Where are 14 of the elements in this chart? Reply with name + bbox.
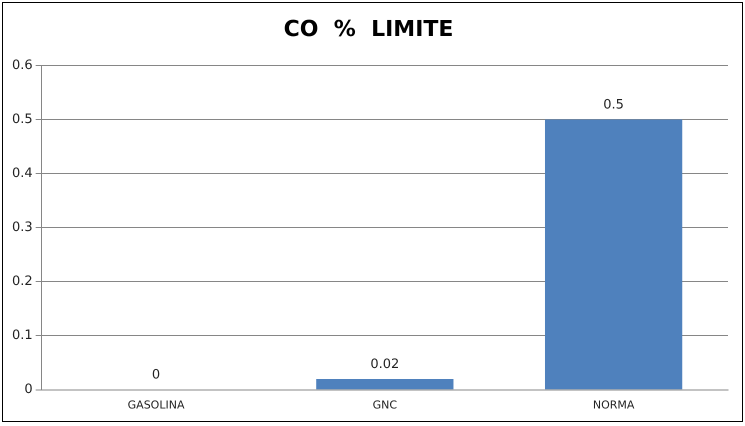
y-tick-label: 0.3	[12, 220, 33, 235]
data-label: 0.02	[370, 356, 400, 372]
y-tick-label: 0.5	[12, 112, 33, 127]
y-tick-label: 0.1	[12, 328, 33, 344]
y-tick-label: 0.6	[12, 58, 33, 73]
x-tick-label: GNC	[372, 398, 398, 412]
y-tick-label: 0	[24, 382, 33, 398]
x-tick-label: NORMA	[592, 398, 635, 412]
x-tick-label: GASOLINA	[128, 398, 185, 412]
chart-title: CO % LIMITE	[284, 16, 454, 42]
y-tick-label: 0.4	[12, 166, 33, 181]
y-tick-label: 0.2	[12, 274, 33, 290]
data-label: 0	[152, 368, 160, 383]
data-label: 0.5	[603, 97, 624, 112]
